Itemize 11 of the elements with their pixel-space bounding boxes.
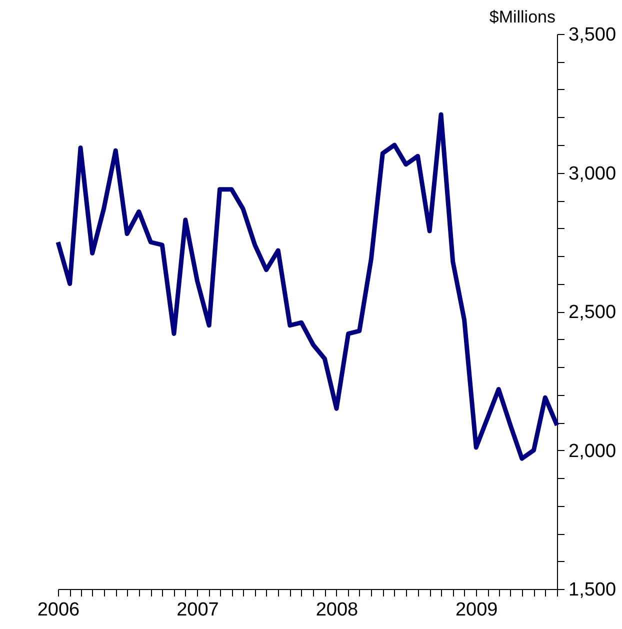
y-tick-label: 2,500 [568, 302, 616, 323]
y-tick-label: 2,000 [568, 440, 616, 462]
line-series [56, 112, 560, 461]
y-tick-label: 3,500 [568, 24, 616, 46]
x-tick-label: 2009 [455, 600, 498, 620]
x-tick-label: 2006 [37, 600, 80, 620]
y-tick-label: 1,500 [568, 580, 616, 600]
x-tick-label: 2007 [176, 600, 219, 620]
y-tick-label: 3,000 [568, 163, 616, 184]
y-axis-title: $Millions [489, 8, 556, 26]
x-tick-label: 2008 [316, 600, 358, 620]
